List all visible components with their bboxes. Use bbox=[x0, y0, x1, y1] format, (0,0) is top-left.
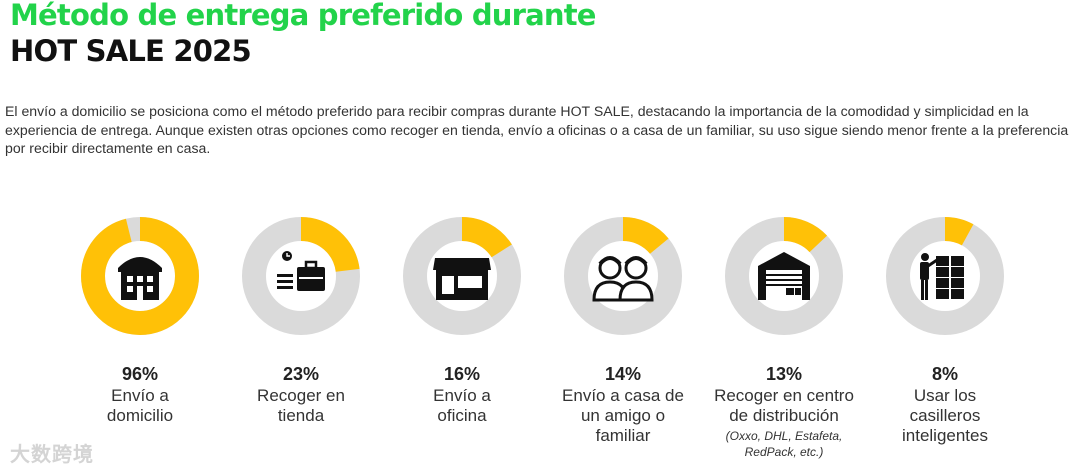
category-label: Recoger en centro de distribución bbox=[714, 386, 854, 425]
warehouse-icon bbox=[758, 252, 810, 300]
donut-text-1: 96% Envío a domicilio bbox=[55, 362, 225, 426]
donut-4 bbox=[564, 217, 682, 335]
value-label: 8% bbox=[931, 364, 958, 384]
donut-3 bbox=[403, 217, 521, 335]
category-label: Envío a oficina bbox=[433, 386, 491, 425]
donut-text-2: 23% Recoger en tienda bbox=[216, 362, 386, 426]
shopfront-icon bbox=[433, 258, 491, 300]
donut-value-arc bbox=[725, 217, 843, 335]
store-pickup-icon bbox=[277, 251, 325, 291]
watermark: 大数跨境 bbox=[10, 444, 94, 466]
description: El envío a domicilio se posiciona como e… bbox=[5, 103, 1069, 156]
value-label: 14% bbox=[604, 364, 642, 384]
donut-text-6: 8% Usar los casilleros inteligentes bbox=[860, 362, 1030, 446]
donut-1 bbox=[81, 217, 199, 335]
category-label: Usar los casilleros inteligentes bbox=[901, 386, 988, 445]
category-label: Envío a domicilio bbox=[106, 386, 174, 425]
donut-value-arc bbox=[242, 217, 360, 335]
value-label: 13% bbox=[765, 364, 803, 384]
category-label: Envío a casa de un amigo o familiar bbox=[562, 386, 684, 445]
lockers-icon bbox=[920, 253, 964, 300]
donut-value-arc bbox=[403, 217, 521, 335]
donut-5 bbox=[725, 217, 843, 335]
donut-2 bbox=[242, 217, 360, 335]
donut-text-4: 14% Envío a casa de un amigo o familiar bbox=[538, 362, 708, 446]
value-label: 16% bbox=[443, 364, 481, 384]
donut-value-arc bbox=[564, 217, 682, 335]
title-line-1: Método de entrega preferido durante bbox=[10, 0, 596, 32]
donut-6 bbox=[886, 217, 1004, 335]
donut-value-arc bbox=[81, 217, 199, 335]
donut-text-3: 16% Envío a oficina bbox=[377, 362, 547, 426]
donut-text-5: 13% Recoger en centro de distribución (Oxx… bbox=[699, 362, 869, 460]
category-note: (Oxxo, DHL, Estafeta, RedPack, etc.) bbox=[725, 429, 843, 459]
title-line-2: HOT SALE 2025 bbox=[10, 34, 252, 68]
two-people-icon bbox=[592, 256, 654, 302]
category-label: Recoger en tienda bbox=[257, 386, 345, 425]
value-label: 23% bbox=[282, 364, 320, 384]
value-label: 96% bbox=[121, 364, 159, 384]
donut-value-arc bbox=[886, 217, 1004, 335]
building-icon bbox=[118, 257, 162, 300]
